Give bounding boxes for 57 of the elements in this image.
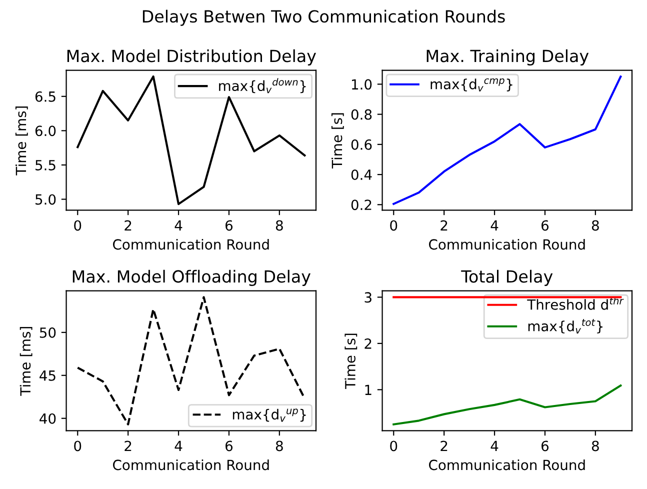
legend-label: max{d$_{v}$$^{cmp}$} xyxy=(430,78,512,92)
x-tick-label: 0 xyxy=(390,220,398,231)
x-tick-label: 0 xyxy=(74,440,82,452)
y-tick-label: 6.0 xyxy=(35,126,56,136)
x-tick-label: 0 xyxy=(390,440,398,452)
y-tick-label: 0.6 xyxy=(351,139,372,150)
y-tick-label: 40 xyxy=(40,413,56,424)
x-tick-label: 6 xyxy=(226,440,233,452)
x-tick-label: 4 xyxy=(490,220,498,230)
x-tick-label: 8 xyxy=(592,220,599,231)
x-tick-label: 4 xyxy=(174,220,182,230)
line-series xyxy=(392,76,622,205)
y-tick-label: 45 xyxy=(40,370,56,381)
y-tick-label: 3 xyxy=(364,292,372,303)
x-axis-title: Communication Round xyxy=(429,459,585,470)
x-tick-label: 4 xyxy=(174,440,182,451)
legend-label: max{d$_{v}$$^{tot}$} xyxy=(528,319,603,334)
x-tick-label: 2 xyxy=(124,440,132,451)
x-tick-label: 8 xyxy=(592,440,599,452)
text: Delays Betwen Two Communication Rounds xyxy=(142,10,505,26)
legend-label: max{d$_{v}$$^{up}$} xyxy=(232,408,306,422)
x-tick-label: 2 xyxy=(124,220,132,230)
x-tick-label: 2 xyxy=(440,440,448,451)
y-axis-title: Time [ms] xyxy=(15,106,28,176)
line-series xyxy=(76,75,306,206)
y-tick-label: 5.5 xyxy=(36,160,56,170)
line-series xyxy=(76,296,306,426)
line-series xyxy=(392,384,622,426)
x-tick-label: 4 xyxy=(490,440,498,451)
y-axis-title: Time [ms] xyxy=(20,326,32,396)
x-tick-label: 6 xyxy=(542,440,549,452)
chart-title: Max. Model Offloading Delay xyxy=(72,270,311,286)
x-axis-title: Communication Round xyxy=(429,238,585,250)
y-tick-label: 1.0 xyxy=(352,79,372,90)
x-tick-label: 0 xyxy=(74,220,82,231)
legend-label: Threshold d$^{thr}$ xyxy=(527,296,624,310)
legend-label: max{d$_{v}$$^{down}$} xyxy=(219,78,306,94)
y-axis-title: Time [s] xyxy=(344,334,358,390)
chart-title: Max. Model Distribution Delay xyxy=(67,49,316,66)
y-axis-title: Time [s] xyxy=(331,113,344,169)
y-tick-label: 50 xyxy=(40,327,56,338)
x-tick-label: 6 xyxy=(226,220,233,231)
y-tick-label: 0.8 xyxy=(351,109,372,120)
x-axis-title: Communication Round xyxy=(113,238,269,250)
y-tick-label: 1 xyxy=(365,384,372,395)
x-axis-title: Communication Round xyxy=(113,459,269,470)
x-tick-label: 8 xyxy=(276,220,283,231)
x-tick-label: 8 xyxy=(276,440,283,452)
x-tick-label: 6 xyxy=(542,220,549,231)
y-tick-label: 5.0 xyxy=(36,194,56,205)
y-tick-label: 2 xyxy=(364,338,372,349)
chart-title: Max. Training Delay xyxy=(426,49,589,66)
y-tick-label: 0.2 xyxy=(351,200,372,210)
chart-title: Total Delay xyxy=(461,270,553,286)
y-tick-label: 6.5 xyxy=(35,91,56,102)
y-tick-label: 0.4 xyxy=(351,170,372,180)
x-tick-label: 2 xyxy=(440,220,448,230)
